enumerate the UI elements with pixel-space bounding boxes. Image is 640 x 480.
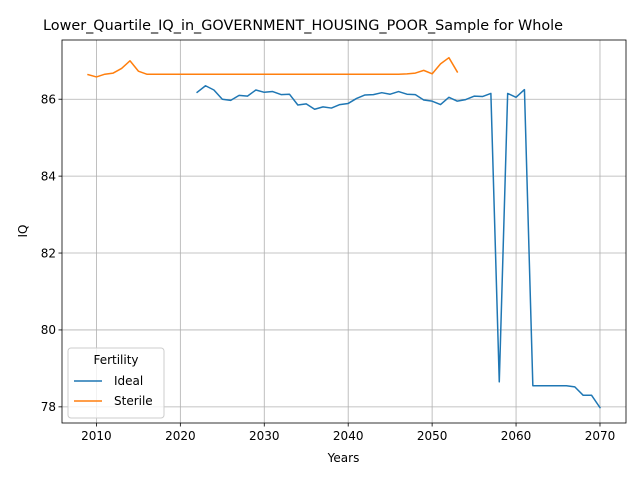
x-tick-label: 2020 [165, 429, 196, 443]
x-tick-label: 2050 [417, 429, 448, 443]
x-tick-label: 2040 [333, 429, 364, 443]
chart-title: Lower_Quartile_IQ_in_GOVERNMENT_HOUSING_… [43, 18, 563, 34]
series-lines [87, 56, 602, 409]
x-tick-label: 2010 [81, 429, 112, 443]
legend-title: Fertility [93, 353, 138, 367]
plot-frame [61, 39, 627, 424]
ticks: 2010 2020 2030 2040 2050 2060 2070 78 80 82 84 86 [41, 93, 616, 443]
y-tick-label: 82 [41, 246, 56, 260]
x-axis-label: Years [327, 451, 360, 465]
x-tick-label: 2030 [249, 429, 280, 443]
legend-label-sterile: Sterile [114, 394, 153, 408]
y-tick-label: 80 [41, 323, 56, 337]
y-tick-label: 78 [41, 400, 56, 414]
y-axis-label: IQ [16, 225, 30, 238]
y-tick-label: 86 [41, 93, 56, 107]
legend: Fertility Ideal Sterile [67, 347, 165, 419]
series-line-sterile [87, 56, 459, 78]
y-tick-label: 84 [41, 169, 56, 183]
x-tick-label: 2070 [585, 429, 616, 443]
series-line-ideal [196, 85, 602, 409]
legend-label-ideal: Ideal [114, 374, 143, 388]
x-tick-label: 2060 [501, 429, 532, 443]
